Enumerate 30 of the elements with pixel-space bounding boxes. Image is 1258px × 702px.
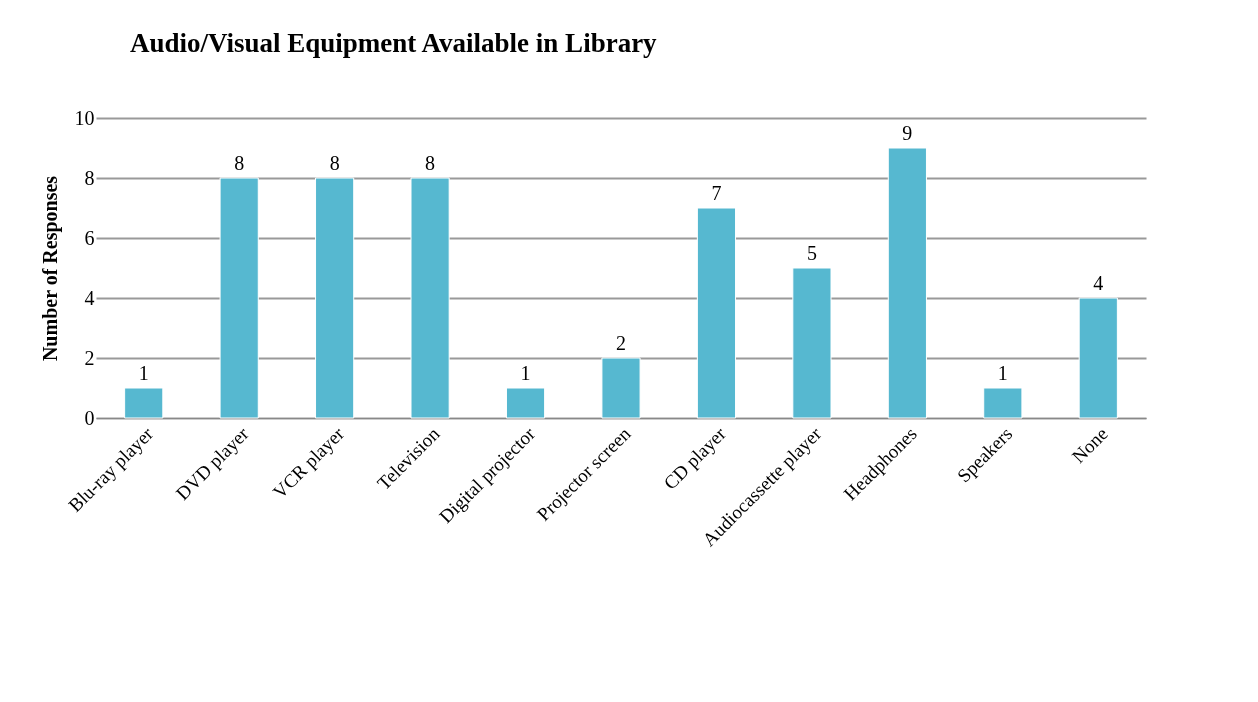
data-label: 9 bbox=[902, 122, 913, 144]
bar bbox=[792, 267, 832, 419]
y-tick-label: 4 bbox=[84, 286, 95, 309]
y-tick-label: 0 bbox=[84, 406, 95, 429]
y-axis-title: Number of Responses bbox=[38, 175, 62, 362]
chart-title: Audio/Visual Equipment Available in Library bbox=[130, 28, 658, 58]
data-label: 5 bbox=[806, 242, 817, 264]
bar bbox=[124, 387, 164, 419]
y-tick-label: 10 bbox=[74, 106, 95, 129]
bar bbox=[696, 207, 737, 419]
data-label: 2 bbox=[616, 332, 626, 354]
bar bbox=[1078, 297, 1118, 419]
data-label: 1 bbox=[520, 362, 531, 384]
data-label: 4 bbox=[1093, 272, 1104, 294]
bar bbox=[983, 387, 1023, 419]
data-label: 8 bbox=[234, 152, 245, 174]
data-label: 8 bbox=[425, 152, 436, 174]
y-tick-label: 8 bbox=[84, 166, 95, 189]
y-tick-label: 2 bbox=[84, 346, 95, 369]
data-label: 7 bbox=[711, 182, 722, 204]
bar bbox=[505, 387, 546, 419]
data-label: 1 bbox=[138, 362, 149, 384]
data-label: 8 bbox=[329, 152, 340, 174]
y-tick-label: 6 bbox=[84, 226, 95, 249]
bar bbox=[410, 177, 450, 419]
bar bbox=[219, 177, 259, 419]
bar bbox=[887, 147, 927, 419]
bar bbox=[601, 357, 641, 419]
bar bbox=[315, 177, 355, 419]
data-label: 1 bbox=[997, 362, 1008, 384]
